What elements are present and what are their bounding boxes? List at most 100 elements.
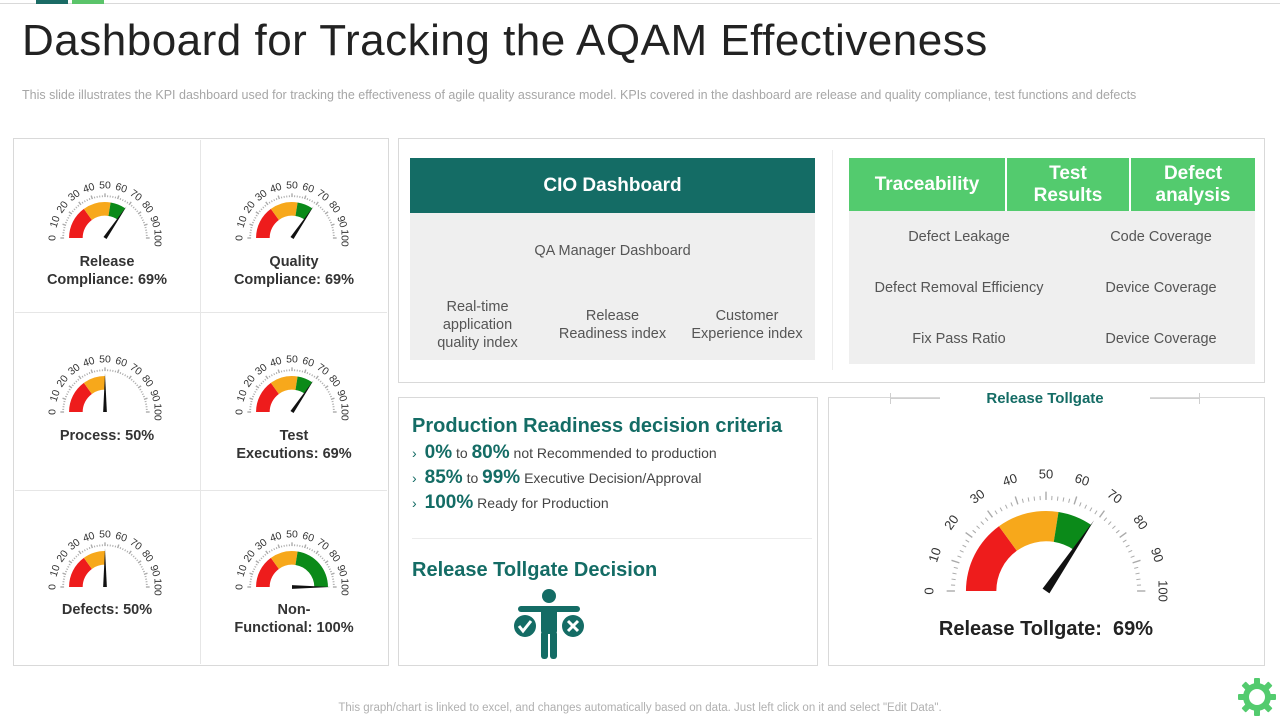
accent-bar-green (72, 0, 104, 4)
gauge-tick-label: 80 (326, 548, 343, 565)
gauge-tick (1122, 539, 1127, 543)
gauge-tick-label: 70 (127, 187, 144, 204)
gauge-tick (1068, 498, 1071, 503)
gauge-band (69, 382, 92, 412)
gauge-needle (103, 548, 107, 587)
gauge-tick-label: 10 (48, 388, 63, 403)
gauge-tick-label: 60 (114, 530, 129, 545)
cio-dashboard-header[interactable]: CIO Dashboard (410, 158, 815, 213)
gauge-tick (326, 563, 329, 566)
gauge-tick-label: 90 (1148, 546, 1167, 564)
gauge-tick-label: 20 (54, 199, 71, 216)
gauge-tick (329, 395, 332, 398)
gauge-tick (88, 547, 91, 550)
gauge-tick (1056, 496, 1059, 501)
gauge-tick (139, 563, 142, 566)
gauge-tick (86, 548, 89, 551)
gauge-tick-label: 80 (326, 373, 343, 390)
gauge-tick (1021, 498, 1024, 503)
gauge-needle (290, 380, 314, 414)
gauge-quality-compliance[interactable]: 0 10 20 30 40 50 60 70 80 90 100 Quality Complianc… (201, 140, 387, 312)
gauge-tick (308, 199, 311, 202)
gauge-tick (311, 549, 314, 552)
gauge-tick (1136, 578, 1141, 581)
gauge-tick (306, 372, 309, 375)
gauge-tick (66, 393, 69, 396)
gauge-tick (323, 384, 326, 387)
gauge-tick-label: 80 (326, 199, 343, 216)
gauge-tick-label: 0 (47, 584, 59, 590)
traceability-body: Defect Leakage Defect Removal Efficiency… (849, 211, 1255, 364)
gauge-tick (275, 547, 278, 550)
gauge-tick (315, 550, 319, 555)
gear-icon[interactable] (1236, 676, 1278, 718)
gauge-tick (249, 397, 254, 401)
gauge-tick (265, 375, 269, 380)
gauge-tick-label: 80 (139, 373, 156, 390)
gauge-tick-label: 70 (314, 361, 331, 378)
gauge-tick (1079, 502, 1082, 507)
gauge-tick (308, 373, 311, 376)
gauge-tick (88, 372, 91, 375)
gauge-tick-label: 20 (54, 373, 71, 390)
header-traceability[interactable]: Traceability (849, 158, 1005, 211)
gauge-label: Test Executions: 69% (236, 428, 352, 462)
gauge-non-functional[interactable]: 0 10 20 30 40 50 60 70 80 90 100 Non- Functional: … (201, 492, 387, 664)
gauge-tick (260, 382, 263, 385)
criteria-panel (398, 397, 818, 666)
gauge-process[interactable]: 0 10 20 30 40 50 60 70 80 90 100 Process: 50% (14, 314, 200, 486)
gauge-tick (1062, 497, 1065, 502)
gauge-tick (124, 549, 127, 552)
gauge-tick (1073, 496, 1078, 505)
gauge-tick (255, 214, 258, 217)
gauge-tick (327, 565, 330, 568)
header-defect-analysis[interactable]: Defect analysis (1131, 158, 1255, 211)
gauge-tick (972, 529, 977, 534)
gauge-tick-label: 40 (81, 530, 96, 545)
gauge-tick (330, 397, 335, 401)
criteria-row: › 0% to 80% not Recommended to production (412, 442, 717, 463)
gauge-tick-label: 70 (127, 361, 144, 378)
gauge-tick-label: 90 (147, 563, 162, 578)
gauge-band (270, 376, 298, 394)
header-test-results[interactable]: Test Results (1007, 158, 1129, 211)
gauge-tick (140, 565, 143, 568)
gauge-test-executions[interactable]: 0 10 20 30 40 50 60 70 80 90 100 Test Executions: … (201, 314, 387, 486)
gauge-tick (249, 572, 254, 576)
metric-fix-pass-ratio: Fix Pass Ratio (912, 331, 1006, 347)
gauge-tick (277, 369, 281, 374)
gauge-tick-label: 60 (114, 355, 129, 370)
grid-divider (15, 312, 387, 313)
gauge-tick (78, 201, 82, 206)
gauge-tick-label: 100 (151, 403, 163, 421)
gauge-tick (65, 570, 68, 573)
gauge-tick-label: 90 (147, 214, 162, 229)
gauge-tick (134, 208, 137, 211)
gauge-tick (273, 373, 276, 376)
gauge-tick-label: 70 (314, 187, 331, 204)
gauge-label: Non- Functional: 100% (234, 602, 354, 636)
gauge-tick (77, 204, 80, 207)
gauge-defects[interactable]: 0 10 20 30 40 50 60 70 80 90 100 Defects: 50% (14, 492, 200, 664)
gauge-tick (83, 374, 86, 377)
gauge-tick-label: 100 (151, 229, 163, 247)
gauge-tick-label: 0 (234, 235, 246, 241)
gauge-tick (121, 373, 124, 376)
gauge-band (108, 202, 126, 220)
gauge-release-compliance[interactable]: 0 10 20 30 40 50 60 70 80 90 100 Release Complianc… (14, 140, 200, 312)
gauge-needle (292, 585, 331, 589)
gauge-tick (1084, 504, 1087, 509)
gauge-tick (270, 374, 273, 377)
gauge-tick-label: 10 (235, 214, 250, 229)
gauge-release-tollgate[interactable]: 0 10 20 30 40 50 60 70 80 90 100 Release Tollgate:… (838, 410, 1254, 660)
gauge-tick (1115, 529, 1120, 534)
gauge-tick (126, 375, 129, 378)
gauge-tick (1119, 532, 1127, 539)
gauge-tick (121, 548, 124, 551)
gauge-tick (980, 521, 985, 525)
gauge-tick-label: 30 (66, 361, 83, 378)
gauge-label: Release Compliance: 69% (46, 254, 168, 288)
grid-divider (200, 140, 201, 664)
gauge-tick (1005, 504, 1008, 509)
gauge-tick (130, 553, 133, 556)
